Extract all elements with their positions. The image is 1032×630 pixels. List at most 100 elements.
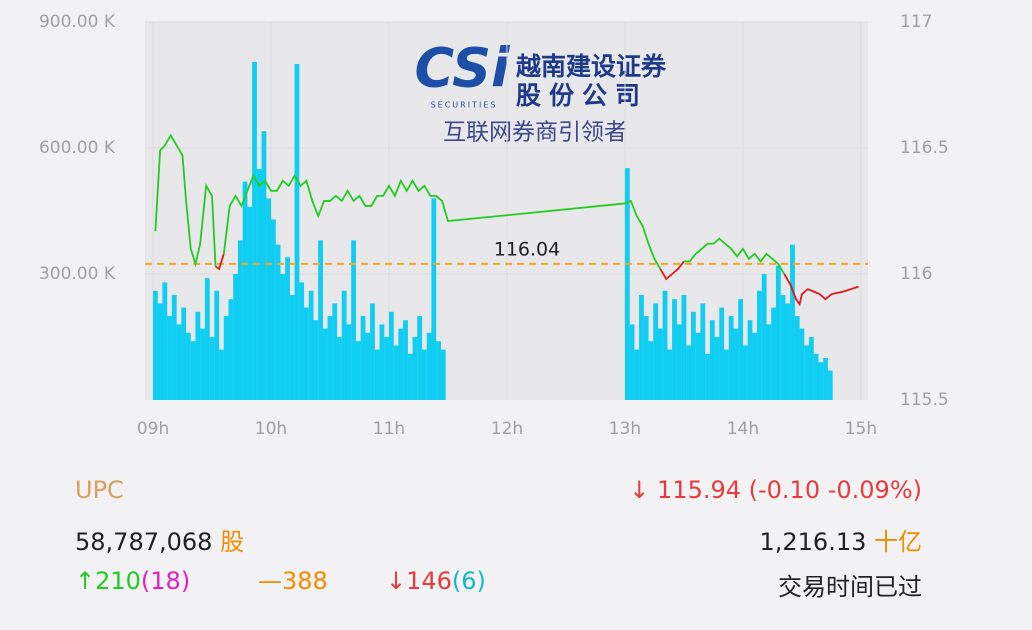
volume-bar bbox=[275, 244, 281, 400]
volume-bar bbox=[421, 349, 427, 400]
x-tick-label: 09h bbox=[137, 419, 169, 439]
logo-tagline: SECURITIES bbox=[431, 101, 498, 110]
status: 交易时间已过 bbox=[778, 573, 922, 601]
advances: ↑210(18) bbox=[75, 567, 190, 595]
floor-count: (6) bbox=[451, 567, 486, 595]
volume-bar bbox=[209, 337, 215, 400]
volume-bar bbox=[436, 341, 441, 400]
price-line bbox=[222, 173, 662, 270]
volume-bar bbox=[327, 316, 333, 400]
volume-bar bbox=[398, 328, 404, 400]
reference-label: 116.04 bbox=[494, 238, 560, 260]
x-tick-label: 11h bbox=[373, 419, 405, 439]
volume-bar bbox=[280, 274, 286, 400]
volume-bar bbox=[152, 290, 158, 400]
down-arrow: ↓ bbox=[629, 476, 658, 504]
volume-bar bbox=[804, 345, 810, 400]
volume-bar bbox=[365, 332, 371, 400]
volume-bar bbox=[200, 328, 205, 400]
volume-bar bbox=[214, 290, 220, 400]
volume-bar bbox=[752, 332, 758, 400]
x-tick-label: 12h bbox=[491, 419, 523, 439]
y2-tick-label: 116 bbox=[900, 264, 932, 284]
volume-bar bbox=[775, 265, 781, 400]
volume-bar bbox=[742, 345, 748, 400]
volume-bar bbox=[266, 198, 272, 400]
price-change: ↓ 115.94 (-0.10 -0.09%) bbox=[629, 476, 922, 504]
volume-bar bbox=[270, 219, 276, 400]
volume-bar bbox=[167, 316, 172, 400]
y-tick-label: 300.00 K bbox=[39, 264, 116, 284]
declines: ↓146(6) bbox=[386, 567, 486, 595]
volume-bar bbox=[686, 345, 692, 400]
volume-bar bbox=[629, 324, 635, 400]
up-count: 210 bbox=[95, 567, 141, 595]
volume-bar bbox=[431, 198, 437, 400]
volume-bar bbox=[322, 328, 328, 400]
volume-bar bbox=[384, 337, 390, 400]
volume-bar bbox=[341, 290, 347, 400]
volume-bar bbox=[757, 290, 762, 400]
volume-bar bbox=[728, 316, 734, 400]
volume-bar bbox=[181, 307, 187, 400]
volume-bar bbox=[219, 349, 224, 400]
volume-bar bbox=[662, 290, 668, 400]
chart: CSi SECURITIES 越南建设证券 股份公司 互联网券商引领者 09h 1… bbox=[39, 12, 949, 439]
volume-bar bbox=[667, 349, 673, 400]
volume-bar bbox=[709, 320, 715, 400]
x-tick-label: 13h bbox=[609, 419, 641, 439]
volume-bar bbox=[308, 290, 314, 400]
volume-bar bbox=[204, 278, 210, 400]
volume-bar bbox=[332, 303, 338, 400]
symbol: UPC bbox=[75, 476, 124, 504]
volume-bar bbox=[780, 295, 786, 400]
price-line bbox=[215, 253, 225, 271]
volume-bar bbox=[643, 316, 649, 400]
volume-bar bbox=[318, 240, 323, 400]
volume-bar bbox=[162, 282, 168, 400]
volume-bar bbox=[634, 349, 640, 400]
volume-bar bbox=[360, 316, 366, 400]
volume-bar bbox=[785, 303, 791, 400]
value: 1,216.13 bbox=[759, 528, 867, 556]
volume-bar bbox=[261, 131, 267, 400]
volume-bar bbox=[299, 282, 305, 400]
volume-bar bbox=[285, 257, 290, 400]
volume-bar bbox=[304, 307, 309, 400]
volume-bar bbox=[233, 274, 239, 400]
volume-bar bbox=[766, 324, 772, 400]
volume-bar bbox=[705, 353, 710, 400]
volume-bar bbox=[794, 316, 800, 400]
volume-bar bbox=[799, 328, 805, 400]
volume-bar bbox=[733, 328, 739, 400]
volume-bar bbox=[823, 358, 828, 400]
x-tick-label: 10h bbox=[255, 419, 287, 439]
y2-tick-label: 115.5 bbox=[900, 390, 949, 410]
price: 115.94 (-0.10 -0.09%) bbox=[657, 476, 922, 504]
volume-bar bbox=[412, 337, 418, 400]
volume-bar bbox=[672, 299, 677, 400]
volume-bar bbox=[313, 320, 319, 400]
volume-bar bbox=[403, 320, 408, 400]
volume-bar bbox=[228, 299, 234, 400]
unchanged: —388 bbox=[258, 567, 328, 595]
volume-bar bbox=[653, 303, 659, 400]
volume-bar bbox=[256, 169, 262, 400]
volume-bar bbox=[252, 61, 257, 401]
volume-bar bbox=[171, 295, 177, 400]
logo-name: 越南建设证券 bbox=[516, 52, 667, 81]
volume-bar bbox=[648, 341, 654, 400]
volume-bar bbox=[355, 341, 361, 400]
volume-bar bbox=[388, 311, 394, 400]
volume-bar bbox=[761, 274, 767, 400]
up-arrow: ↑ bbox=[75, 567, 96, 595]
volume-bar bbox=[417, 316, 423, 400]
volume-bar bbox=[393, 345, 399, 400]
down-count: 146 bbox=[406, 567, 452, 595]
volume-bar bbox=[157, 303, 163, 400]
price-line bbox=[783, 273, 859, 307]
volume-bar bbox=[242, 181, 248, 400]
volume-bar bbox=[176, 324, 182, 400]
volume-bar bbox=[190, 341, 196, 400]
